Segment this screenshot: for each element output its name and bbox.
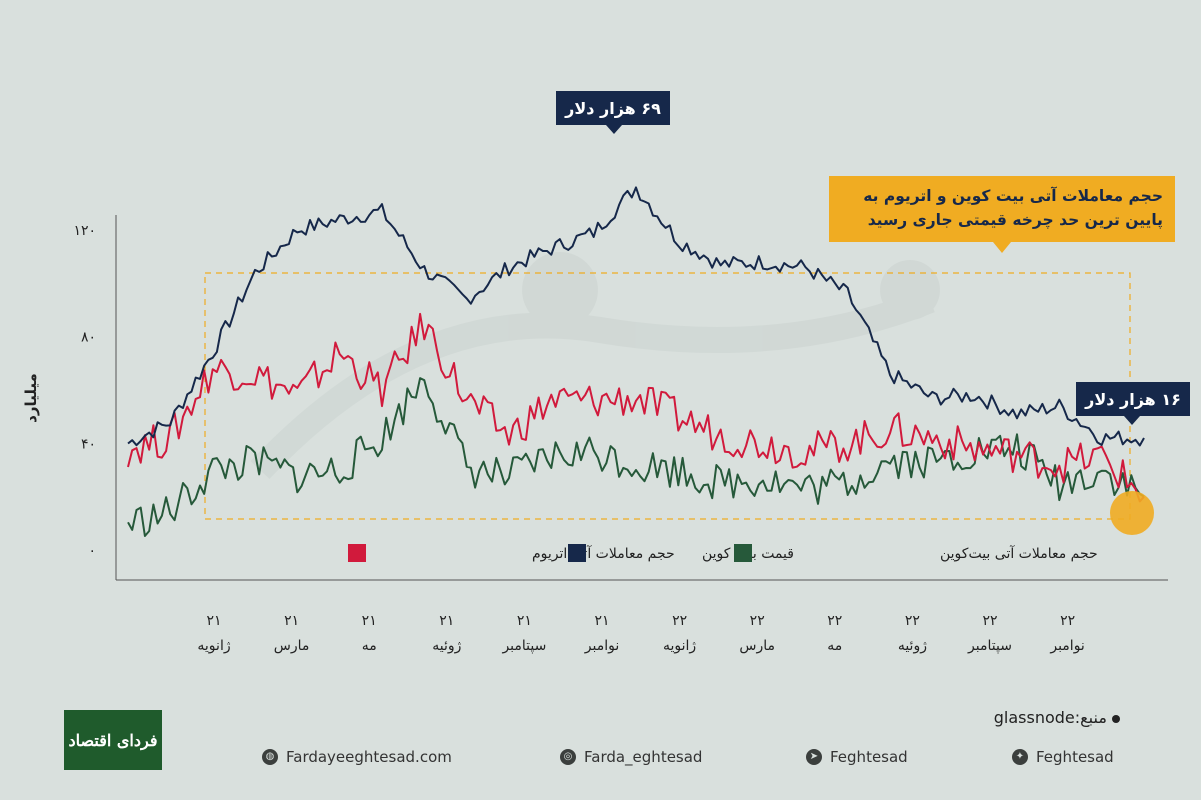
legend: حجم معاملات آتی اتریوم قیمت بیت کوین حجم… <box>348 544 1098 562</box>
source-text: منبع:glassnode <box>993 708 1107 727</box>
x-tick-year: ۲۲ <box>827 613 842 629</box>
instagram-text: Farda_eghtesad <box>584 748 703 766</box>
low-point-highlight <box>1110 491 1154 535</box>
x-tick-year: ۲۲ <box>672 613 687 629</box>
y-tick-label: ۰ <box>88 543 96 559</box>
x-tick-month: مه <box>827 638 842 654</box>
telegram-text: Feghtesad <box>830 748 908 766</box>
x-tick-year: ۲۱ <box>206 613 221 629</box>
x-tick-month: ژانویه <box>663 638 696 654</box>
y-axis-label: میلیارد <box>22 373 40 423</box>
x-tick-month: مه <box>362 638 377 654</box>
source-label: منبع:glassnode <box>960 708 1120 727</box>
x-tick-month: ژوئیه <box>898 638 927 654</box>
x-tick-year: ۲۱ <box>284 613 299 629</box>
x-tick-year: ۲۱ <box>517 613 532 629</box>
telegram-icon: ➤ <box>806 749 822 765</box>
btc-futures-line <box>127 377 1145 537</box>
y-tick-label: ۱۲۰ <box>73 223 96 239</box>
eth-futures-line <box>127 312 1145 503</box>
x-tick-year: ۲۲ <box>905 613 920 629</box>
x-tick-month: ژانویه <box>197 638 230 654</box>
x-tick-month: نوامبر <box>1049 638 1084 654</box>
x-tick-year: ۲۱ <box>362 613 377 629</box>
y-tick-label: ۴۰ <box>81 436 96 452</box>
note-annotation-arrow <box>993 242 1011 253</box>
x-tick-year: ۲۱ <box>439 613 454 629</box>
x-tick-month: مارس <box>274 638 310 654</box>
legend-swatch-eth-futures <box>348 544 366 562</box>
x-tick-year: ۲۲ <box>750 613 765 629</box>
watermark-logo <box>250 252 940 479</box>
globe-icon: ◍ <box>262 749 278 765</box>
legend-label-eth-futures: حجم معاملات آتی اتریوم <box>532 545 675 562</box>
legend-swatch-btc-price <box>568 544 586 562</box>
x-tick-year: ۲۱ <box>594 613 609 629</box>
btc-price-line <box>127 186 1145 447</box>
twitter-link[interactable]: ✦ Feghtesad <box>1012 748 1114 766</box>
note-annotation: حجم معاملات آتی بیت کوین و اتریوم به پای… <box>829 176 1175 242</box>
source-bullet-icon <box>1112 715 1120 723</box>
brand-logo: فردای اقتصاد <box>64 710 162 770</box>
x-tick-month: سپتامبر <box>967 638 1012 654</box>
x-tick-month: سپتامبر <box>501 638 546 654</box>
low-price-annotation: ۱۶ هزار دلار <box>1076 382 1190 425</box>
instagram-link[interactable]: ◎ Farda_eghtesad <box>560 748 702 766</box>
legend-swatch-btc-futures <box>734 544 752 562</box>
instagram-icon: ◎ <box>560 749 576 765</box>
x-tick-year: ۲۲ <box>982 613 997 629</box>
legend-label-btc-futures: حجم معاملات آتی بیت‌کوین <box>940 545 1098 562</box>
x-tick-month: مارس <box>739 638 775 654</box>
y-tick-label: ۸۰ <box>81 330 96 346</box>
note-line-1: حجم معاملات آتی بیت کوین و اتریوم به <box>863 187 1163 205</box>
note-line-2: پایین ترین حد چرخه قیمتی جاری رسید <box>867 211 1163 229</box>
x-tick-month: نوامبر <box>584 638 619 654</box>
website-text: Fardayeeghtesad.com <box>286 748 452 766</box>
x-tick-year: ۲۲ <box>1060 613 1075 629</box>
peak-price-annotation: ۶۹ هزار دلار <box>556 91 670 134</box>
twitter-icon: ✦ <box>1012 749 1028 765</box>
website-link[interactable]: ◍ Fardayeeghtesad.com <box>262 748 452 766</box>
x-tick-month: ژوئیه <box>432 638 461 654</box>
telegram-link[interactable]: ➤ Feghtesad <box>806 748 908 766</box>
twitter-text: Feghtesad <box>1036 748 1114 766</box>
